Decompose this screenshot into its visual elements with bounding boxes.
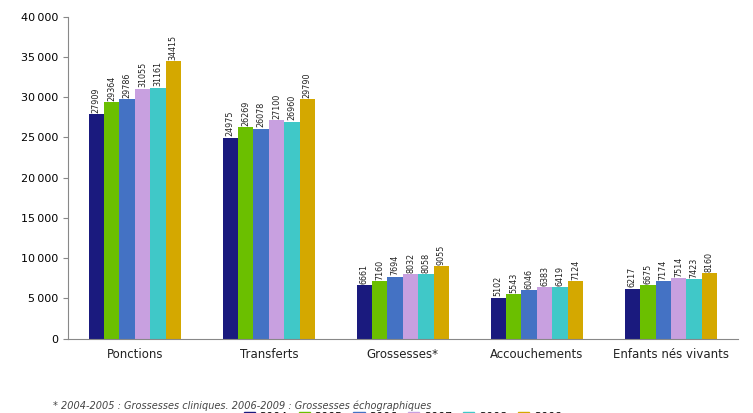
Bar bbox=[223, 138, 238, 339]
Text: 7423: 7423 bbox=[690, 257, 699, 278]
Bar bbox=[403, 274, 418, 339]
Text: 26960: 26960 bbox=[288, 95, 297, 120]
Text: 7160: 7160 bbox=[375, 260, 384, 280]
Bar bbox=[238, 127, 254, 339]
Text: 24975: 24975 bbox=[226, 111, 235, 136]
Bar bbox=[284, 121, 300, 339]
Text: 6419: 6419 bbox=[556, 266, 565, 286]
Bar bbox=[120, 99, 135, 339]
Text: 27909: 27909 bbox=[92, 87, 101, 113]
Text: 5543: 5543 bbox=[509, 273, 518, 293]
Text: 26078: 26078 bbox=[257, 102, 266, 128]
Text: 8032: 8032 bbox=[406, 253, 415, 273]
Text: 7694: 7694 bbox=[391, 255, 400, 275]
Bar bbox=[254, 128, 269, 339]
Text: 29790: 29790 bbox=[303, 72, 312, 97]
Text: 6661: 6661 bbox=[360, 264, 369, 284]
Bar bbox=[434, 266, 449, 339]
Bar bbox=[568, 281, 583, 339]
Bar bbox=[135, 88, 150, 339]
Bar bbox=[625, 289, 640, 339]
Bar bbox=[300, 99, 315, 339]
Text: 6675: 6675 bbox=[643, 263, 652, 284]
Text: 27100: 27100 bbox=[272, 94, 281, 119]
Bar bbox=[537, 287, 552, 339]
Text: 8058: 8058 bbox=[422, 252, 431, 273]
Bar bbox=[388, 277, 403, 339]
Text: 31055: 31055 bbox=[138, 62, 147, 88]
Text: 6217: 6217 bbox=[628, 267, 637, 287]
Bar bbox=[357, 285, 372, 339]
Bar bbox=[104, 102, 120, 339]
Bar bbox=[686, 279, 702, 339]
Legend: 2004, 2005, 2006, 2007, 2008, 2009: 2004, 2005, 2006, 2007, 2008, 2009 bbox=[240, 408, 566, 413]
Text: 7514: 7514 bbox=[674, 257, 683, 277]
Text: 5102: 5102 bbox=[494, 276, 503, 297]
Text: 29364: 29364 bbox=[107, 76, 116, 101]
Bar bbox=[269, 121, 284, 339]
Bar bbox=[372, 281, 388, 339]
Bar bbox=[640, 285, 656, 339]
Bar bbox=[166, 62, 181, 339]
Text: 8160: 8160 bbox=[705, 252, 714, 272]
Bar bbox=[89, 114, 104, 339]
Bar bbox=[491, 298, 506, 339]
Bar bbox=[506, 294, 522, 339]
Text: * 2004-2005 : Grossesses cliniques. 2006-2009 : Grossesses échographiques: * 2004-2005 : Grossesses cliniques. 2006… bbox=[53, 401, 431, 411]
Text: 9055: 9055 bbox=[437, 244, 446, 265]
Text: 29786: 29786 bbox=[123, 72, 132, 97]
Text: 31161: 31161 bbox=[154, 62, 163, 86]
Text: 26269: 26269 bbox=[241, 100, 250, 126]
Bar bbox=[150, 88, 166, 339]
Text: 6046: 6046 bbox=[525, 269, 534, 289]
Bar bbox=[418, 274, 434, 339]
Text: 7174: 7174 bbox=[659, 259, 668, 280]
Text: 34415: 34415 bbox=[169, 35, 178, 60]
Bar bbox=[656, 281, 671, 339]
Text: 6383: 6383 bbox=[540, 266, 549, 286]
Bar bbox=[552, 287, 568, 339]
Text: 7124: 7124 bbox=[571, 260, 580, 280]
Bar bbox=[522, 290, 537, 339]
Bar bbox=[671, 278, 686, 339]
Bar bbox=[702, 273, 717, 339]
